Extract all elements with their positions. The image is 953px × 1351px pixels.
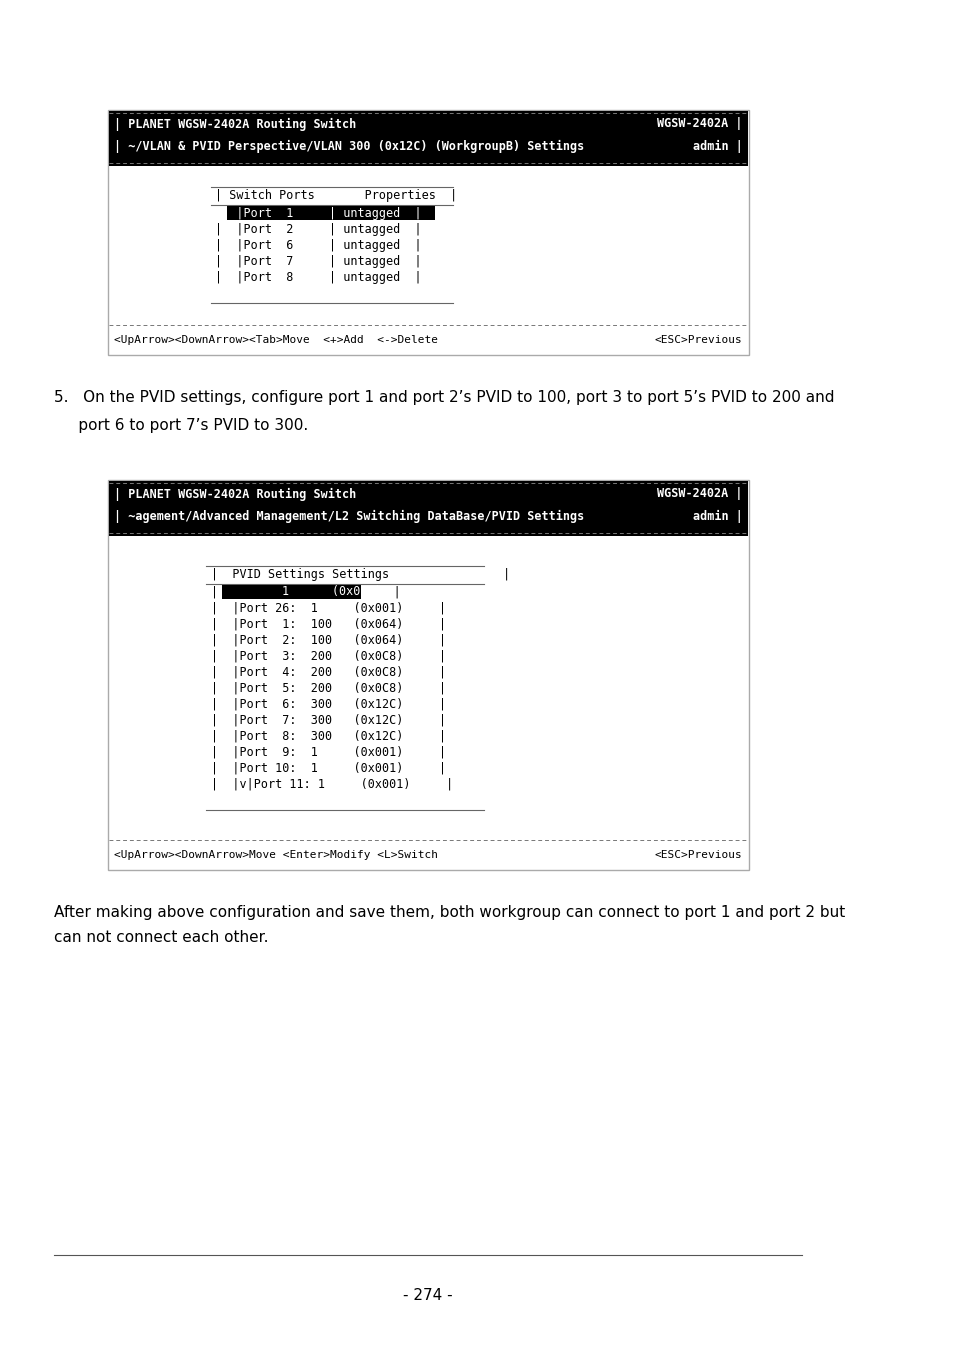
Text: |  |Port  6     | untagged  |: | |Port 6 | untagged | bbox=[215, 239, 421, 251]
Text: <UpArrow><DownArrow>Move <Enter>Modify <L>Switch: <UpArrow><DownArrow>Move <Enter>Modify <… bbox=[113, 850, 437, 861]
Text: |  |Port  7     | untagged  |: | |Port 7 | untagged | bbox=[215, 254, 421, 267]
Text: <ESC>Previous: <ESC>Previous bbox=[654, 335, 741, 345]
Bar bbox=[227, 205, 435, 220]
Bar bbox=[109, 481, 747, 536]
Text: | ~agement/Advanced Management/L2 Switching DataBase/PVID Settings: | ~agement/Advanced Management/L2 Switch… bbox=[113, 509, 583, 523]
Bar bbox=[109, 111, 747, 166]
Text: <ESC>Previous: <ESC>Previous bbox=[654, 850, 741, 861]
Text: |  |Port  5:  200   (0x0C8)     |: | |Port 5: 200 (0x0C8) | bbox=[211, 681, 445, 694]
Text: |  |Port  3:  200   (0x0C8)     |: | |Port 3: 200 (0x0C8) | bbox=[211, 648, 445, 662]
Text: |  |Port  9:  1     (0x001)     |: | |Port 9: 1 (0x001) | bbox=[211, 744, 445, 758]
Text: WGSW-2402A |: WGSW-2402A | bbox=[657, 118, 741, 131]
Text: |  |Port 26:  1     (0x001)     |: | |Port 26: 1 (0x001) | bbox=[211, 601, 445, 613]
Text: - 274 -: - 274 - bbox=[402, 1288, 452, 1302]
Text: 5.   On the PVID settings, configure port 1 and port 2’s PVID to 100, port 3 to : 5. On the PVID settings, configure port … bbox=[53, 390, 834, 405]
Text: port 6 to port 7’s PVID to 300.: port 6 to port 7’s PVID to 300. bbox=[53, 417, 308, 434]
Text: admin |: admin | bbox=[692, 139, 741, 153]
Text: |  |Port  7:  300   (0x12C)     |: | |Port 7: 300 (0x12C) | bbox=[211, 713, 445, 725]
Text: |  |Port  6:  300   (0x12C)     |: | |Port 6: 300 (0x12C) | bbox=[211, 697, 445, 711]
Text: |  |Port 25:: | |Port 25: bbox=[211, 585, 303, 598]
Text: |  |Port 10:  1     (0x001)     |: | |Port 10: 1 (0x001) | bbox=[211, 761, 445, 774]
Bar bbox=[108, 109, 748, 355]
Text: can not connect each other.: can not connect each other. bbox=[53, 929, 268, 944]
Text: |  |Port  1:  100   (0x064)     |: | |Port 1: 100 (0x064) | bbox=[211, 617, 445, 630]
Text: |  |Port  2     | untagged  |: | |Port 2 | untagged | bbox=[215, 223, 421, 235]
Text: |  |v|Port 11: 1     (0x001)     |: | |v|Port 11: 1 (0x001) | bbox=[211, 777, 453, 790]
Text: |  |Port  8     | untagged  |: | |Port 8 | untagged | bbox=[215, 270, 421, 284]
Text: |: | bbox=[358, 585, 401, 598]
Text: | PLANET WGSW-2402A Routing Switch: | PLANET WGSW-2402A Routing Switch bbox=[113, 118, 355, 131]
Text: |  |Port  4:  200   (0x0C8)     |: | |Port 4: 200 (0x0C8) | bbox=[211, 665, 445, 678]
Text: | Switch Ports       Properties  |: | Switch Ports Properties | bbox=[215, 189, 457, 203]
Text: |  |Port  8:  300   (0x12C)     |: | |Port 8: 300 (0x12C) | bbox=[211, 730, 445, 742]
Text: admin |: admin | bbox=[692, 509, 741, 523]
Text: After making above configuration and save them, both workgroup can connect to po: After making above configuration and sav… bbox=[53, 905, 844, 920]
Text: |  |Port  2:  100   (0x064)     |: | |Port 2: 100 (0x064) | bbox=[211, 634, 445, 646]
Text: | ~/VLAN & PVID Perspective/VLAN 300 (0x12C) (WorkgroupB) Settings: | ~/VLAN & PVID Perspective/VLAN 300 (0x… bbox=[113, 139, 583, 153]
Text: |  PVID Settings Settings                |: | PVID Settings Settings | bbox=[211, 567, 510, 581]
Text: <UpArrow><DownArrow><Tab>Move  <+>Add  <->Delete: <UpArrow><DownArrow><Tab>Move <+>Add <->… bbox=[113, 335, 437, 345]
Text: |  |Port  1     | untagged  |: | |Port 1 | untagged | bbox=[215, 207, 421, 219]
Text: 1      (0x001): 1 (0x001) bbox=[281, 585, 381, 598]
Text: WGSW-2402A |: WGSW-2402A | bbox=[657, 488, 741, 500]
Bar bbox=[108, 480, 748, 870]
Bar bbox=[222, 585, 361, 598]
Text: | PLANET WGSW-2402A Routing Switch: | PLANET WGSW-2402A Routing Switch bbox=[113, 488, 355, 501]
